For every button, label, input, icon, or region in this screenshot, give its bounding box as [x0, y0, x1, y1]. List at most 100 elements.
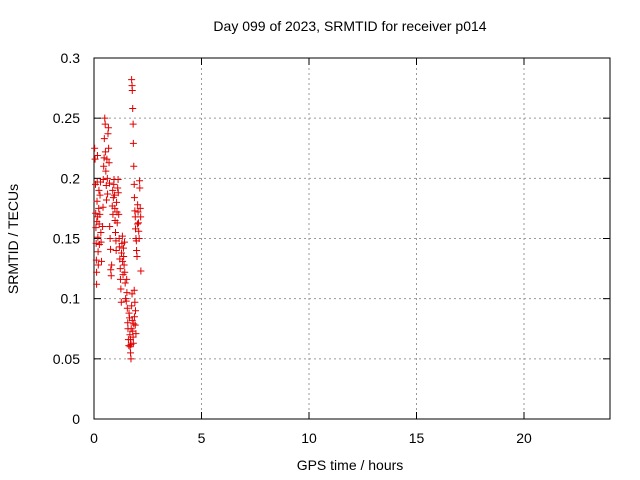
data-point — [135, 227, 143, 235]
data-point — [130, 320, 138, 328]
data-point — [105, 144, 113, 152]
data-point — [122, 297, 130, 305]
data-point — [95, 186, 103, 194]
data-point — [104, 190, 112, 198]
x-tick-label: 15 — [409, 430, 425, 446]
data-point — [124, 319, 132, 327]
data-point — [121, 238, 129, 246]
data-point — [111, 204, 119, 212]
data-point — [115, 243, 123, 251]
y-tick-label: 0.1 — [61, 291, 81, 307]
chart-title: Day 099 of 2023, SRMTID for receiver p01… — [213, 18, 486, 34]
data-point — [115, 210, 123, 218]
data-point — [93, 268, 101, 276]
data-point — [96, 210, 104, 218]
data-point — [128, 86, 136, 94]
data-point — [91, 155, 99, 163]
data-point — [130, 180, 138, 188]
data-point — [128, 316, 136, 324]
data-point — [129, 120, 137, 128]
data-point — [112, 228, 119, 236]
data-point — [118, 232, 126, 240]
data-point — [92, 209, 100, 217]
data-point — [129, 139, 137, 147]
data-point — [108, 261, 116, 269]
data-point — [137, 267, 145, 275]
x-tick-label: 5 — [198, 430, 206, 446]
data-point — [135, 219, 143, 227]
x-tick-label: 10 — [301, 430, 317, 446]
data-point — [110, 191, 118, 199]
data-point — [93, 197, 101, 205]
data-point — [92, 256, 100, 264]
data-points — [91, 76, 145, 363]
data-point — [117, 285, 125, 293]
data-point — [128, 290, 136, 298]
data-point — [113, 219, 121, 227]
data-point — [137, 213, 145, 221]
data-point — [102, 167, 110, 175]
data-point — [127, 355, 135, 363]
data-point — [119, 244, 127, 252]
x-tick-label: 0 — [90, 430, 98, 446]
data-point — [94, 233, 102, 241]
data-point — [95, 204, 103, 212]
data-point — [113, 198, 121, 206]
data-point — [98, 257, 106, 265]
data-point — [97, 238, 105, 246]
data-point — [103, 174, 111, 182]
data-point — [99, 176, 107, 184]
data-point — [123, 289, 131, 297]
data-point — [96, 191, 104, 199]
data-point — [116, 275, 124, 283]
data-point — [101, 148, 109, 156]
grid-lines — [94, 58, 610, 419]
data-point — [100, 135, 108, 143]
data-point — [118, 249, 126, 257]
data-point — [133, 253, 141, 261]
data-point — [93, 151, 101, 159]
data-point — [101, 120, 109, 128]
data-point — [133, 247, 141, 255]
data-point — [94, 248, 102, 256]
axis-ticks: 0 5 10 15 20 0 0.05 0.1 0.15 0.2 0.25 0.3 — [53, 50, 610, 446]
data-point — [99, 203, 107, 211]
data-point — [101, 114, 109, 122]
data-point — [131, 321, 139, 329]
data-point — [131, 298, 139, 306]
data-point — [106, 235, 114, 242]
data-point — [99, 222, 107, 230]
data-point — [121, 279, 129, 287]
data-point — [135, 235, 143, 242]
y-tick-label: 0.2 — [61, 170, 81, 186]
data-point — [103, 155, 111, 163]
data-point — [93, 280, 101, 288]
data-point — [104, 124, 112, 132]
data-point — [116, 265, 124, 273]
data-point — [112, 247, 120, 255]
data-point — [129, 105, 137, 113]
y-tick-label: 0.25 — [53, 110, 80, 126]
data-point — [127, 349, 135, 357]
data-point — [130, 286, 138, 294]
plot-frame — [93, 57, 611, 420]
data-point — [123, 304, 131, 312]
data-point — [105, 159, 113, 167]
y-tick-label: 0.15 — [53, 231, 80, 247]
data-point — [106, 222, 114, 230]
data-point — [97, 228, 105, 236]
data-point — [131, 307, 139, 315]
data-point — [91, 144, 99, 152]
data-point — [128, 76, 136, 84]
data-point — [134, 201, 142, 209]
data-point — [114, 176, 122, 184]
data-point — [117, 298, 125, 306]
data-point — [109, 186, 117, 194]
data-point — [121, 268, 129, 276]
data-point — [130, 313, 138, 321]
x-axis-label: GPS time / hours — [297, 457, 404, 473]
data-point — [132, 330, 140, 338]
data-point — [104, 130, 112, 138]
y-tick-label: 0.3 — [61, 50, 81, 66]
